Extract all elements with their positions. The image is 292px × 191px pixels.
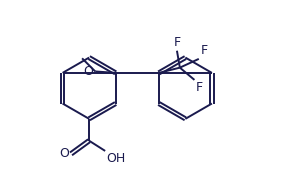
Text: OH: OH [107,152,126,165]
Text: O: O [83,65,93,78]
Text: F: F [200,45,207,57]
Text: F: F [173,36,180,49]
Text: O: O [59,147,69,160]
Text: F: F [196,81,203,94]
